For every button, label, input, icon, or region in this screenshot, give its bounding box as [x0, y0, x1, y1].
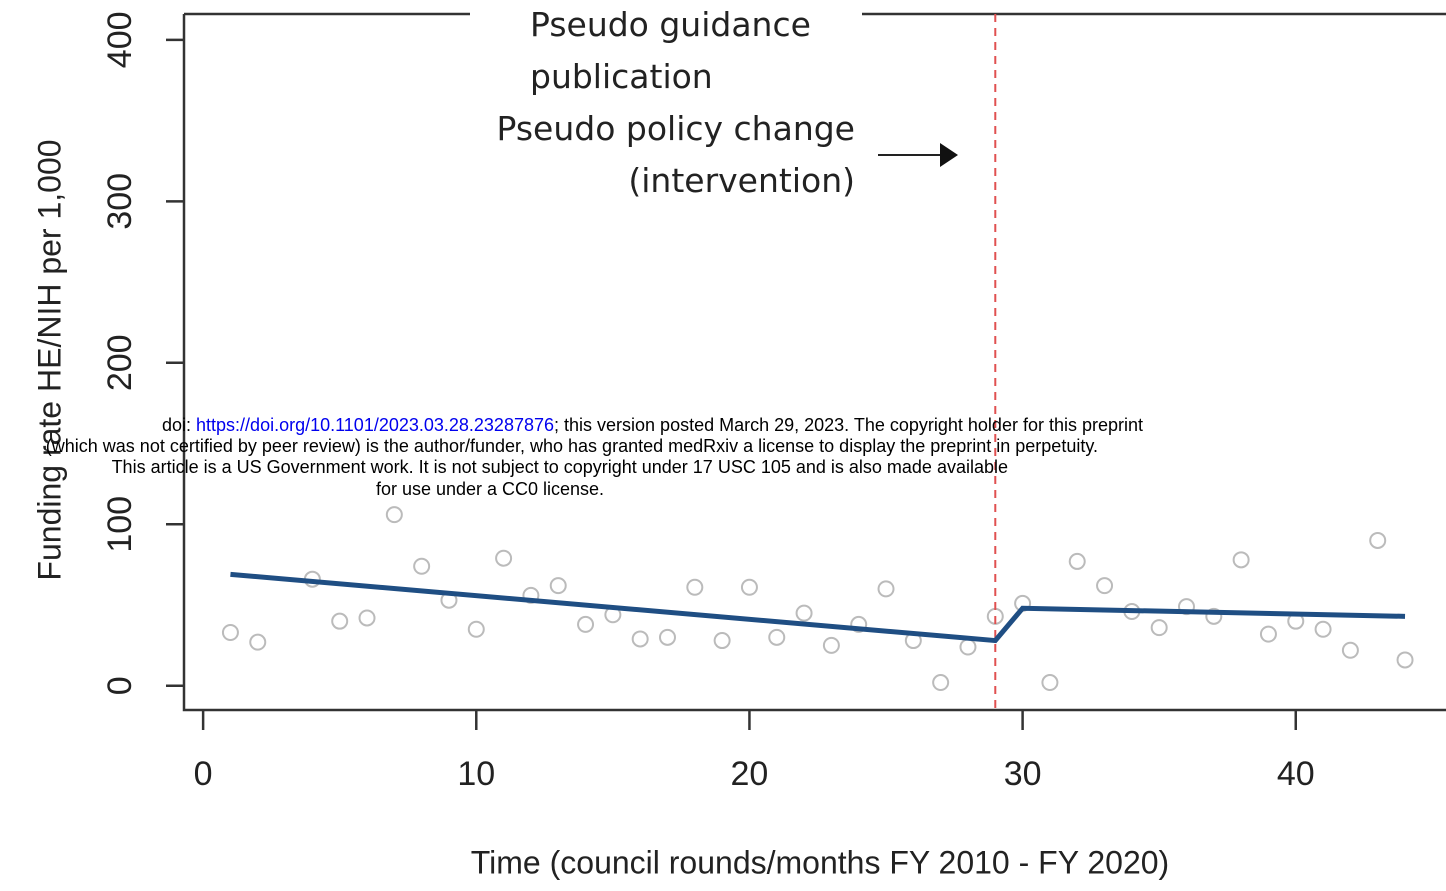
point	[1205, 607, 1223, 625]
overlay-line: doi: https://doi.org/10.1101/2023.03.28.…	[162, 415, 1143, 435]
overlay-link[interactable]: https://doi.org/10.1101/2023.03.28.23287…	[196, 415, 554, 435]
plot-area: 0 100 200 300 400 0 10 20 30 40	[101, 11, 1414, 793]
y-tick-label: 400	[101, 11, 139, 68]
plot-frame	[182, 14, 1446, 712]
x-tick-label: 0	[194, 755, 213, 793]
x-tick-label: 20	[731, 755, 769, 793]
x-tick-label: 30	[1004, 755, 1042, 793]
y-tick-label: 200	[101, 334, 139, 391]
annotation: Pseudo guidance	[530, 5, 811, 44]
overlay-text: ; this version posted March 29, 2023. Th…	[554, 415, 1143, 435]
point	[658, 628, 676, 646]
overlay-text: doi:	[162, 415, 196, 435]
point	[822, 636, 840, 654]
x-axis-label: Time (council rounds/months FY 2010 - FY…	[471, 844, 1169, 880]
point	[549, 577, 567, 595]
point	[495, 549, 513, 567]
overlay-line: (which was not certified by peer review)…	[46, 436, 1098, 456]
point	[331, 612, 349, 630]
point	[740, 578, 758, 596]
point	[221, 623, 239, 641]
point	[1314, 620, 1332, 638]
point	[959, 638, 977, 656]
annotation: (intervention)	[628, 161, 855, 200]
x-tick-label: 40	[1277, 755, 1315, 793]
point	[1369, 531, 1387, 549]
point	[768, 628, 786, 646]
point	[1150, 619, 1168, 637]
arrow-head	[940, 143, 958, 167]
point	[877, 580, 895, 598]
point	[686, 578, 704, 596]
point	[1396, 651, 1414, 669]
point	[1096, 577, 1114, 595]
point	[1259, 625, 1277, 643]
point	[358, 609, 376, 627]
point	[1341, 641, 1359, 659]
point	[1041, 674, 1059, 692]
x-tick-label: 10	[457, 755, 495, 793]
point	[850, 615, 868, 633]
y-tick-label: 0	[101, 676, 139, 695]
point	[713, 632, 731, 650]
y-tick-label: 100	[101, 496, 139, 553]
overlay: doi: https://doi.org/10.1101/2023.03.28.…	[46, 415, 1143, 499]
point	[1232, 551, 1250, 569]
fitted-line	[230, 571, 1406, 644]
point	[413, 557, 431, 575]
point	[795, 604, 813, 622]
point	[385, 506, 403, 524]
point	[631, 630, 649, 648]
annotation: Pseudo policy change	[497, 109, 855, 148]
y-tick-label: 300	[101, 173, 139, 230]
overlay-line: for use under a CC0 license.	[376, 479, 604, 499]
point	[249, 633, 267, 651]
overlay-line: This article is a US Government work. It…	[112, 457, 1008, 477]
annotation: publication	[530, 57, 713, 96]
point	[577, 615, 595, 633]
point	[467, 620, 485, 638]
y-axis-label: Funding rate HE/NIH per 1,000	[31, 139, 67, 580]
point	[932, 674, 950, 692]
point	[1068, 552, 1086, 570]
